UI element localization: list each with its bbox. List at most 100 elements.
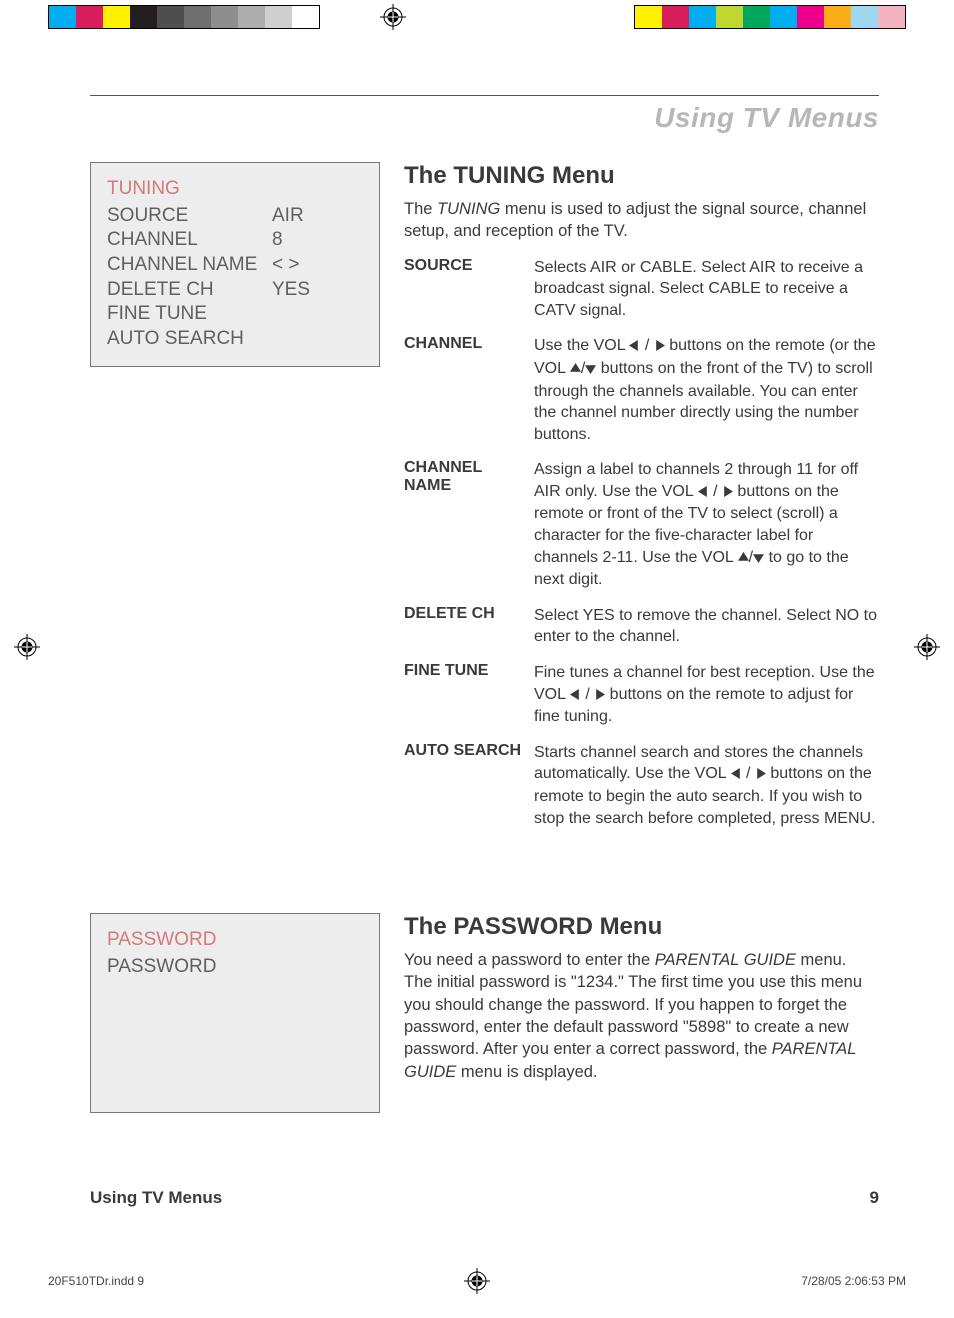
color-swatch <box>878 6 905 28</box>
def-fine-tune: FINE TUNE Fine tunes a channel for best … <box>404 662 879 728</box>
def-desc: Starts channel search and stores the cha… <box>534 742 879 829</box>
triangle-up-icon <box>570 359 581 381</box>
tuning-heading: The TUNING Menu <box>404 162 879 190</box>
text-italic: PARENTAL GUIDE <box>655 951 796 969</box>
color-swatch <box>797 6 824 28</box>
color-swatch <box>824 6 851 28</box>
colorbar-right <box>634 5 906 29</box>
def-desc: Select YES to remove the channel. Select… <box>534 605 879 648</box>
top-printer-marks <box>0 0 954 28</box>
registration-mark-icon <box>14 634 40 660</box>
osd-row: CHANNEL NAME< > <box>107 253 363 278</box>
registration-mark-icon <box>914 634 940 660</box>
color-swatch <box>851 6 878 28</box>
page-number: 9 <box>870 1188 879 1208</box>
password-section: PASSWORD PASSWORD The PASSWORD Menu You … <box>90 913 879 1113</box>
color-swatch <box>292 6 319 28</box>
color-swatch <box>130 6 157 28</box>
slug-timestamp: 7/28/05 2:06:53 PM <box>801 1274 906 1288</box>
def-term: DELETE CH <box>404 605 534 648</box>
tuning-intro: The TUNING menu is used to adjust the si… <box>404 198 879 243</box>
triangle-right-icon <box>594 685 605 707</box>
color-swatch <box>662 6 689 28</box>
tuning-osd-box: TUNING SOURCEAIRCHANNEL8CHANNEL NAME< >D… <box>90 162 380 367</box>
footer-title: Using TV Menus <box>90 1188 222 1208</box>
triangle-right-icon <box>755 764 766 786</box>
osd-row: SOURCEAIR <box>107 204 363 229</box>
header-rule <box>90 95 879 96</box>
triangle-left-icon <box>629 336 640 358</box>
text: You need a password to enter the <box>404 951 655 969</box>
osd-value: < > <box>272 253 299 278</box>
triangle-left-icon <box>570 685 581 707</box>
def-term: SOURCE <box>404 257 534 322</box>
def-desc: Selects AIR or CABLE. Select AIR to rece… <box>534 257 879 322</box>
registration-mark-icon <box>380 4 406 30</box>
tuning-section: TUNING SOURCEAIRCHANNEL8CHANNEL NAME< >D… <box>90 162 879 843</box>
osd-row: PASSWORD <box>107 955 363 980</box>
def-term: CHANNEL <box>404 335 534 445</box>
osd-label: CHANNEL <box>107 228 272 253</box>
osd-value: 8 <box>272 228 283 253</box>
page-header: Using TV Menus <box>90 102 879 134</box>
osd-label: DELETE CH <box>107 278 272 303</box>
text: The <box>404 200 437 218</box>
triangle-left-icon <box>698 482 709 504</box>
color-swatch <box>184 6 211 28</box>
color-swatch <box>211 6 238 28</box>
def-term: CHANNEL NAME <box>404 459 534 591</box>
color-swatch <box>689 6 716 28</box>
tuning-definition-list: SOURCE Selects AIR or CABLE. Select AIR … <box>404 257 879 830</box>
text-italic: TUNING <box>437 200 500 218</box>
password-paragraph: You need a password to enter the PARENTA… <box>404 949 879 1083</box>
def-term: FINE TUNE <box>404 662 534 728</box>
osd-title: PASSWORD <box>107 928 363 953</box>
osd-value: YES <box>272 278 310 303</box>
osd-row: FINE TUNE <box>107 302 363 327</box>
color-swatch <box>103 6 130 28</box>
text: Use the VOL <box>534 337 629 354</box>
def-delete-ch: DELETE CH Select YES to remove the chann… <box>404 605 879 648</box>
osd-value: AIR <box>272 204 304 229</box>
password-osd-box: PASSWORD PASSWORD <box>90 913 380 1113</box>
def-source: SOURCE Selects AIR or CABLE. Select AIR … <box>404 257 879 322</box>
slug-filename: 20F510TDr.indd 9 <box>48 1274 144 1288</box>
def-channel: CHANNEL Use the VOL / buttons on the rem… <box>404 335 879 445</box>
color-swatch <box>265 6 292 28</box>
osd-row: DELETE CHYES <box>107 278 363 303</box>
def-term: AUTO SEARCH <box>404 742 534 829</box>
colorbar-left <box>48 5 320 29</box>
triangle-left-icon <box>731 764 742 786</box>
text: menu is displayed. <box>456 1063 597 1081</box>
color-swatch <box>238 6 265 28</box>
triangle-right-icon <box>722 482 733 504</box>
def-channel-name: CHANNEL NAME Assign a label to channels … <box>404 459 879 591</box>
registration-mark-icon <box>464 1268 490 1294</box>
page-content: Using TV Menus TUNING SOURCEAIRCHANNEL8C… <box>90 95 879 1208</box>
triangle-up-icon <box>738 548 749 570</box>
color-swatch <box>76 6 103 28</box>
osd-label: SOURCE <box>107 204 272 229</box>
page-footer: Using TV Menus 9 <box>90 1188 879 1208</box>
color-swatch <box>635 6 662 28</box>
osd-label: FINE TUNE <box>107 302 272 327</box>
osd-label: AUTO SEARCH <box>107 327 272 352</box>
def-auto-search: AUTO SEARCH Starts channel search and st… <box>404 742 879 829</box>
osd-row: CHANNEL8 <box>107 228 363 253</box>
osd-label: PASSWORD <box>107 955 272 980</box>
color-swatch <box>49 6 76 28</box>
password-heading: The PASSWORD Menu <box>404 913 879 941</box>
osd-title: TUNING <box>107 177 363 202</box>
color-swatch <box>743 6 770 28</box>
text: buttons on the remote to adjust for fine… <box>534 686 853 726</box>
osd-row: AUTO SEARCH <box>107 327 363 352</box>
color-swatch <box>770 6 797 28</box>
osd-label: CHANNEL NAME <box>107 253 272 278</box>
def-desc: Fine tunes a channel for best reception.… <box>534 662 879 728</box>
def-desc: Use the VOL / buttons on the remote (or … <box>534 335 879 445</box>
slug-line: 20F510TDr.indd 9 7/28/05 2:06:53 PM <box>48 1274 906 1288</box>
triangle-down-icon <box>753 548 764 570</box>
triangle-right-icon <box>654 336 665 358</box>
color-swatch <box>716 6 743 28</box>
def-desc: Assign a label to channels 2 through 11 … <box>534 459 879 591</box>
